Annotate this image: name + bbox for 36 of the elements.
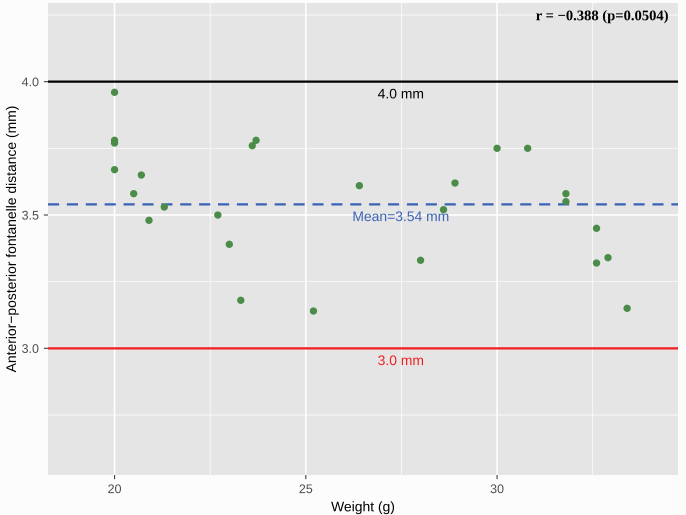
point (451, 179, 459, 187)
y-tick-label: 3.0 (22, 344, 38, 353)
point (524, 144, 532, 152)
point (562, 198, 570, 206)
x-tick-label: 25 (299, 484, 312, 494)
point (592, 259, 600, 267)
point (214, 211, 222, 219)
y-axis-title: Anterior−posterior fontanelle distance (mm) (6, 106, 19, 372)
annotation: r = −0.388 (p=0.0504) (536, 10, 668, 24)
point (562, 190, 570, 198)
point (237, 296, 244, 304)
point (592, 224, 600, 232)
point (623, 304, 631, 312)
point (356, 182, 364, 190)
x-tick-label: 20 (108, 484, 122, 494)
x-axis-title: Weight (g) (331, 501, 394, 514)
point (310, 307, 318, 315)
ref-line-label: 4.0 mm (378, 88, 424, 99)
point (248, 142, 256, 150)
point (416, 256, 424, 264)
ref-line-label: 3.0 mm (378, 355, 424, 366)
y-tick-label: 4.0 (22, 77, 38, 86)
point (110, 88, 118, 96)
point (160, 203, 168, 211)
point (604, 254, 612, 262)
point (110, 166, 118, 174)
y-tick-label: 3.5 (22, 210, 38, 220)
ref-line-label: Mean=3.54 mm (354, 211, 448, 222)
point (138, 171, 146, 179)
point (252, 136, 260, 144)
point (226, 240, 233, 248)
point (440, 206, 448, 214)
point (145, 216, 153, 224)
x-tick-label: 30 (490, 484, 504, 494)
point (130, 190, 138, 198)
point (493, 144, 501, 152)
